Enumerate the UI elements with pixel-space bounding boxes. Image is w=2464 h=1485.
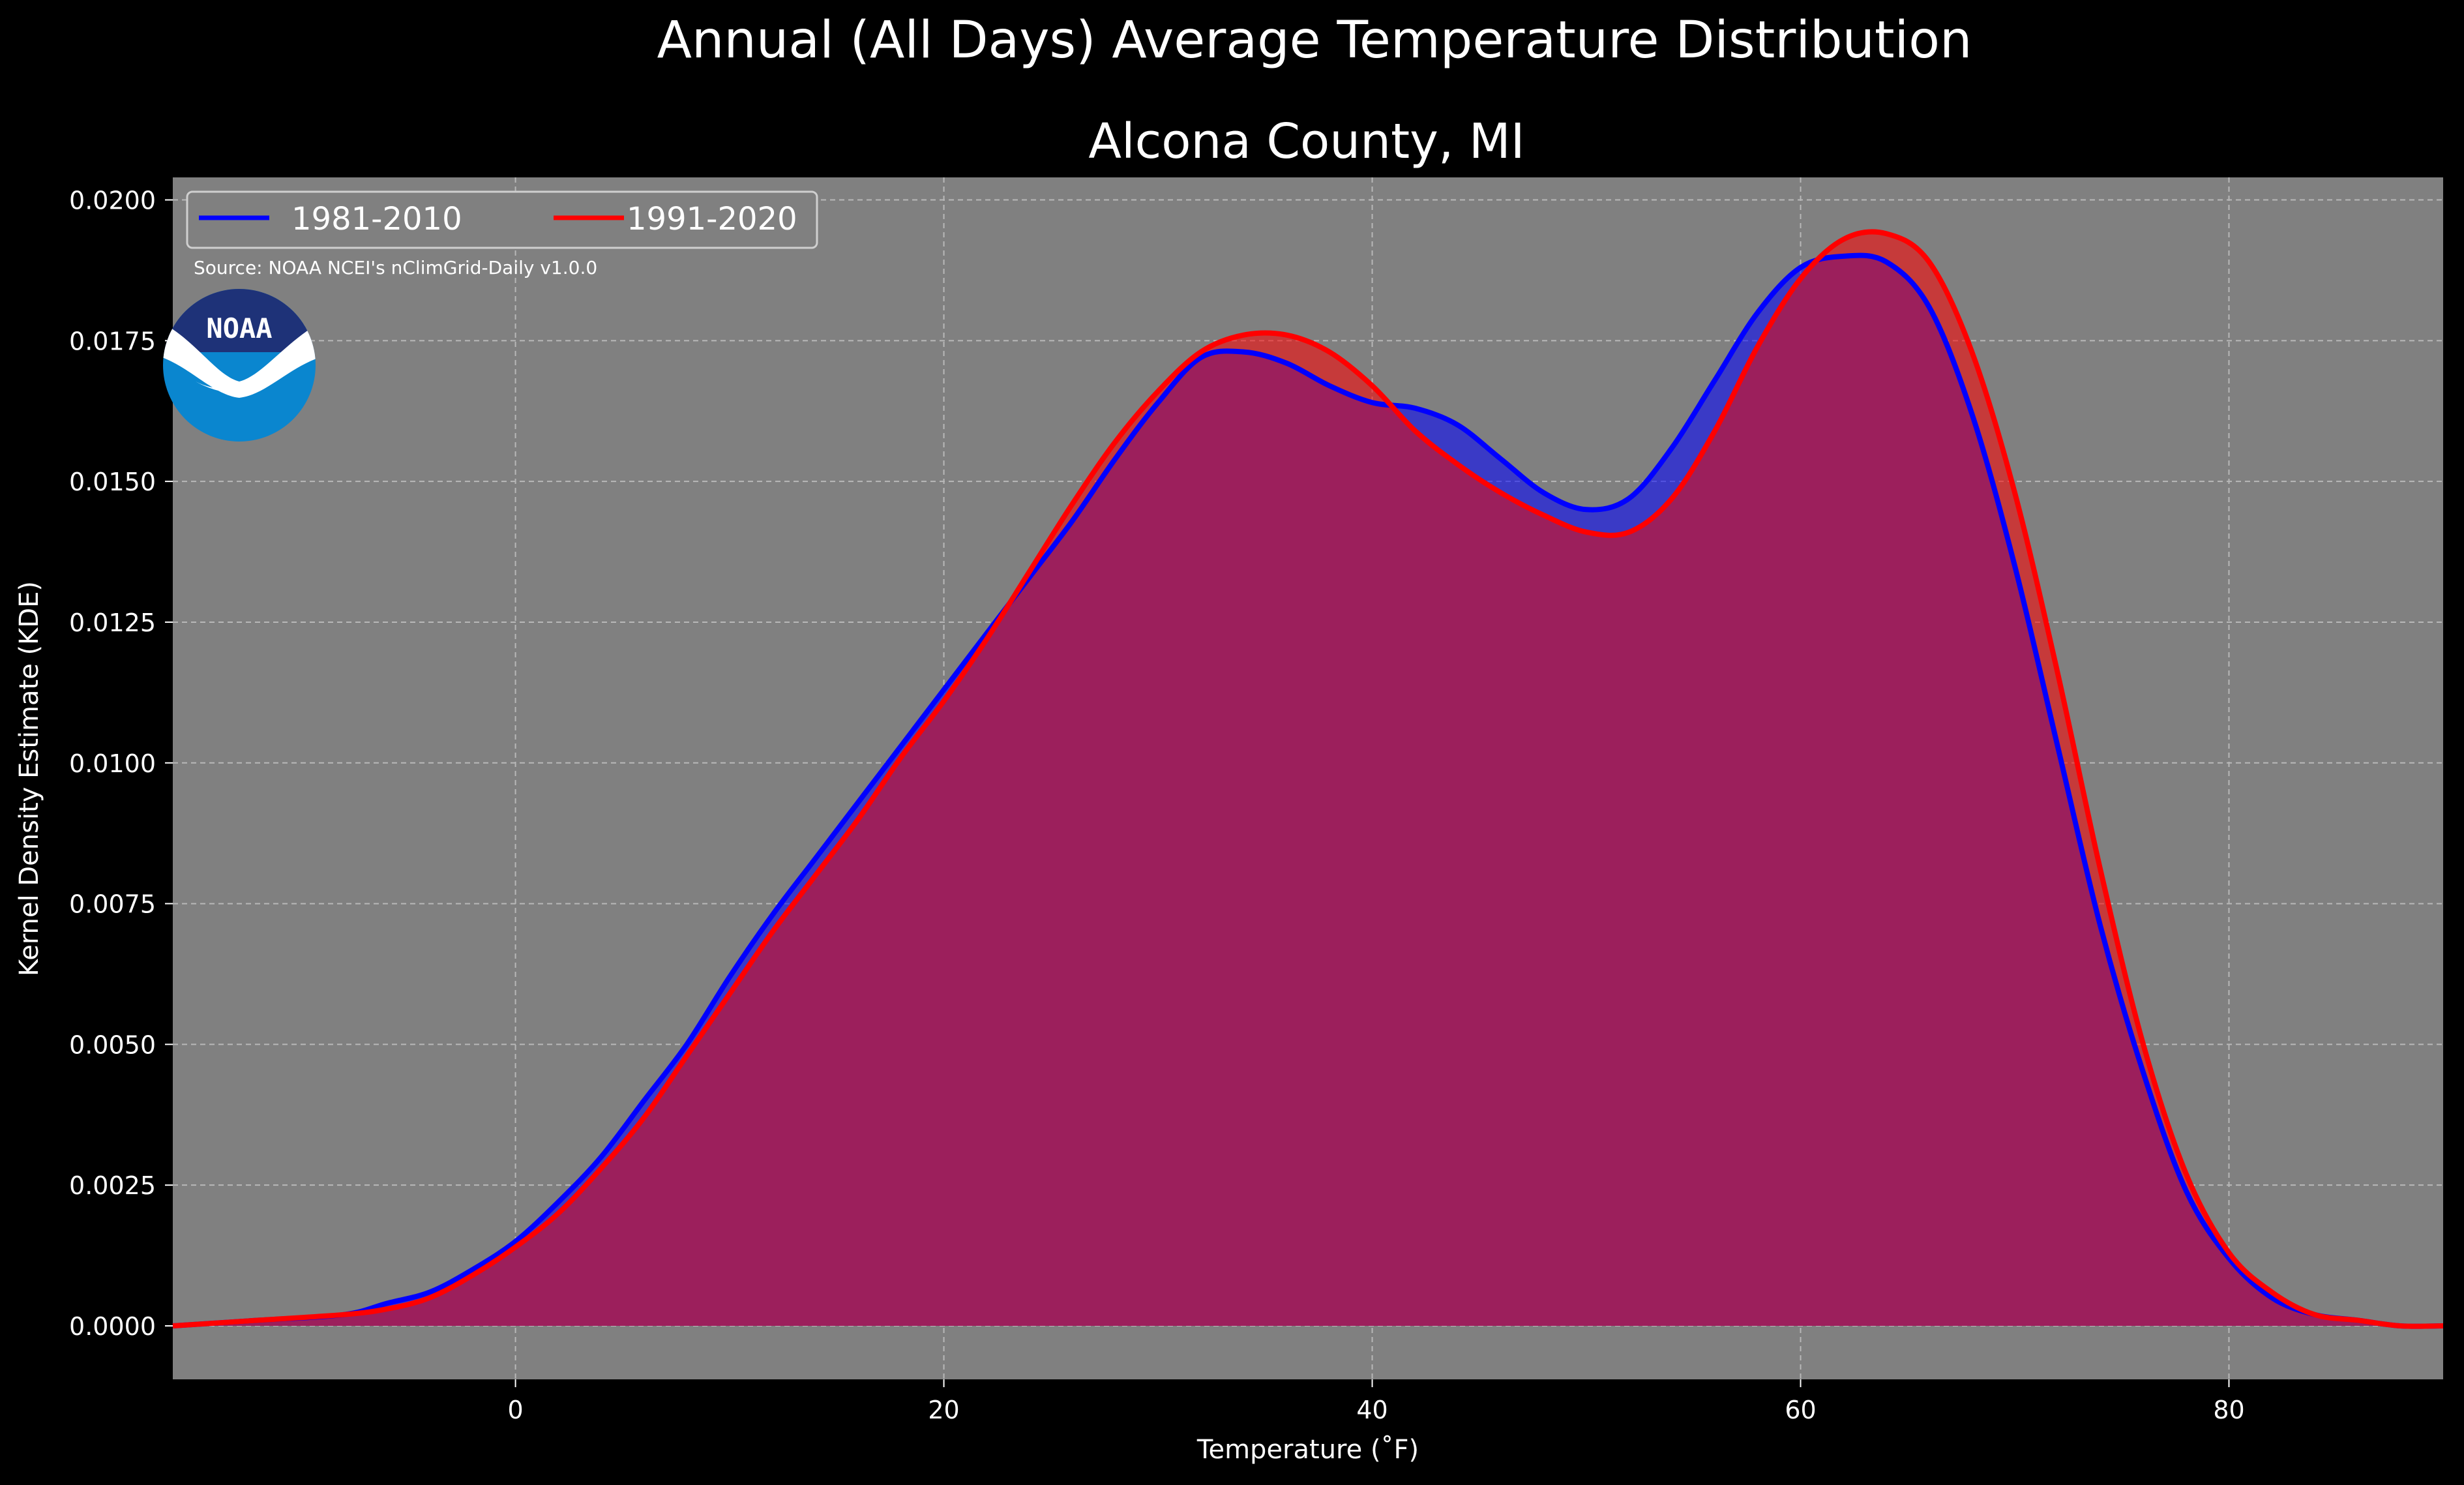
x-tick-label-3: 60 [1785,1396,1816,1424]
y-axis-ticks: 0.0000 0.0025 0.0050 0.0075 0.0100 0.0125 0.01… [69,187,173,1341]
y-tick-label-2: 0.0050 [69,1030,156,1059]
chart-title: Alcona County, MI [1088,113,1524,170]
y-tick-label-3: 0.0075 [69,890,156,919]
x-tick-label-0: 0 [507,1396,523,1424]
y-tick-label-4: 0.0100 [69,749,156,778]
y-tick-label-8: 0.0200 [69,187,156,215]
series-lines [172,229,2444,1329]
series-line-1991-2020 [172,229,2444,1329]
y-tick-label-6: 0.0150 [69,468,156,496]
source-note: Source: NOAA NCEI's nClimGrid-Daily v1.0… [194,257,597,278]
legend-label-1991-2020: 1991-2020 [627,201,797,237]
x-tick-label-2: 40 [1356,1396,1388,1424]
x-axis-ticks: 0 20 40 60 80 [507,1379,2245,1424]
figure-suptitle: Annual (All Days) Average Temperature Di… [657,11,1972,70]
y-tick-label-7: 0.0175 [69,327,156,355]
y-tick-label-5: 0.0125 [69,608,156,637]
legend-box [186,190,818,249]
y-axis-label: Kernel Density Estimate (KDE) [14,581,44,976]
x-tick-label-1: 20 [928,1396,959,1424]
legend: 1981-2010 1991-2020 [186,190,818,249]
x-axis-label: Temperature (˚F) [1196,1435,1419,1465]
y-tick-label-1: 0.0025 [69,1171,156,1200]
noaa-logo-text: NOAA [206,312,272,344]
x-tick-label-4: 80 [2213,1396,2244,1424]
overlap-area [173,254,2443,1327]
y-tick-label-0: 0.0000 [69,1312,156,1341]
series-areas [173,232,2443,1327]
legend-label-1981-2010: 1981-2010 [291,201,462,237]
